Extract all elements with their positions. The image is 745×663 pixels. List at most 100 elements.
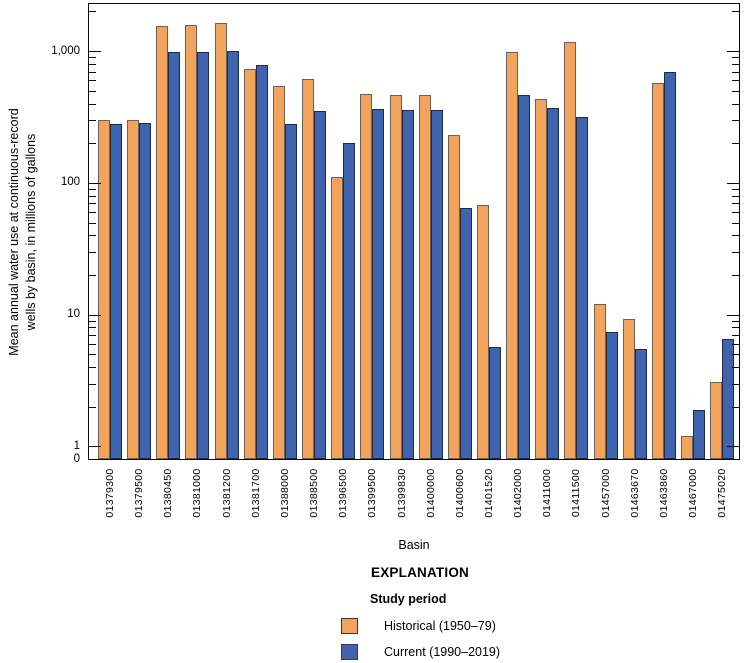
y-axis-tick — [89, 182, 101, 184]
x-tick-label: 01399830 — [395, 468, 408, 518]
bar-current-01463860 — [663, 72, 676, 459]
y-axis-tick — [89, 203, 96, 205]
x-tick-label: 01379300 — [104, 468, 116, 518]
y-axis-tick — [89, 335, 96, 337]
y-axis-tick — [89, 367, 96, 369]
y-axis-tick — [727, 182, 739, 184]
legend-swatch-current — [341, 644, 358, 660]
legend-title: EXPLANATION — [371, 565, 469, 580]
bar-historical-01467000 — [681, 435, 693, 459]
y-axis-tick — [732, 274, 739, 276]
bar-historical-01379500 — [127, 120, 140, 459]
bar-historical-01411500 — [564, 42, 577, 459]
y-axis-tick — [732, 119, 739, 121]
y-axis-tick — [727, 446, 739, 448]
y-axis-tick — [732, 80, 739, 82]
y-axis-tick — [89, 235, 96, 237]
x-tick-label: 01396500 — [337, 468, 350, 518]
y-axis-tick — [732, 406, 739, 408]
legend-swatch-historical — [341, 618, 358, 634]
bar-current-01402000 — [518, 94, 531, 459]
x-tick-label: 01463860 — [657, 468, 670, 518]
y-axis-tick — [89, 212, 96, 214]
bar-current-01400600 — [459, 208, 472, 459]
bar-historical-01400600 — [447, 135, 460, 459]
bar-historical-01402000 — [506, 51, 519, 459]
bar-historical-01381200 — [214, 23, 227, 459]
bar-current-01388500 — [314, 111, 327, 459]
bar-current-01399500 — [372, 108, 385, 459]
x-tick-label: 01401520 — [482, 468, 495, 518]
bar-historical-01396500 — [331, 177, 344, 459]
y-axis-tick — [89, 222, 96, 224]
y-axis-tick — [89, 354, 96, 356]
y-axis-tick — [732, 71, 739, 73]
y-axis-tick — [89, 51, 101, 53]
bar-current-01381700 — [255, 64, 268, 459]
y-axis-tick — [732, 251, 739, 253]
x-tick-label: 01463670 — [628, 468, 641, 518]
bar-historical-01411000 — [535, 99, 548, 459]
y-axis-tick — [732, 63, 739, 65]
y-axis-tick — [89, 143, 96, 145]
y-axis-tick — [732, 327, 739, 329]
y-tick-label: 1,000 — [51, 44, 80, 57]
x-tick-label: 01399500 — [366, 468, 379, 518]
x-tick-label: 01457000 — [599, 468, 612, 518]
y-tick-label: 10 — [67, 308, 80, 321]
y-axis-tick — [89, 11, 96, 13]
y-axis-tick — [89, 327, 96, 329]
y-axis-tick — [732, 343, 739, 345]
y-axis-tick — [732, 383, 739, 385]
y-axis-tick — [732, 188, 739, 190]
bar-current-01411000 — [547, 108, 560, 459]
bar-historical-01388500 — [302, 79, 315, 459]
x-tick-label: 01402000 — [512, 468, 525, 518]
y-axis-title-line2: wells by basin, in millions of gallons — [24, 133, 38, 331]
y-axis-tick — [732, 11, 739, 13]
bar-historical-01399500 — [360, 94, 373, 459]
legend-subtitle: Study period — [370, 592, 447, 606]
y-axis-tick — [732, 335, 739, 337]
bar-historical-01400000 — [418, 94, 431, 459]
bar-historical-01381000 — [185, 24, 198, 459]
bar-current-01457000 — [605, 331, 618, 459]
y-axis-tick — [89, 71, 96, 73]
y-axis-tick — [89, 103, 96, 105]
plot-area — [88, 3, 740, 460]
bar-current-01475020 — [722, 339, 735, 459]
bar-current-01381000 — [197, 51, 210, 459]
y-axis-tick — [89, 446, 101, 448]
legend-label-historical: Historical (1950–79) — [384, 619, 496, 633]
y-axis-tick — [89, 320, 96, 322]
y-axis-tick — [89, 80, 96, 82]
y-axis-tick — [89, 188, 96, 190]
x-tick-label: 01380450 — [162, 468, 175, 518]
bar-current-01380450 — [168, 51, 181, 459]
x-tick-label: 01467000 — [687, 468, 699, 518]
bar-historical-01381700 — [243, 69, 256, 459]
x-tick-label: 01381000 — [191, 468, 204, 518]
y-axis-tick — [732, 90, 739, 92]
bar-current-01400000 — [430, 109, 443, 459]
bar-current-01463670 — [634, 348, 647, 459]
y-axis-tick — [89, 383, 96, 385]
bar-current-01399830 — [401, 109, 414, 459]
y-tick-label: 100 — [60, 176, 80, 189]
bar-current-01379300 — [110, 123, 122, 459]
x-tick-label: 01411500 — [570, 468, 583, 518]
y-axis-tick — [732, 222, 739, 224]
y-axis-tick — [732, 143, 739, 145]
y-axis-title: Mean annual water use at continuous-reco… — [6, 52, 40, 412]
bar-historical-01463670 — [622, 318, 635, 459]
bar-historical-01463860 — [651, 83, 664, 459]
bar-historical-01457000 — [593, 304, 606, 459]
y-axis-tick — [89, 57, 96, 59]
y-axis-tick — [732, 235, 739, 237]
x-tick-label: 01381200 — [220, 468, 233, 518]
x-tick-label: 01400600 — [453, 468, 466, 518]
y-axis-tick — [89, 90, 96, 92]
y-axis-tick — [732, 195, 739, 197]
bar-current-01467000 — [693, 409, 705, 459]
